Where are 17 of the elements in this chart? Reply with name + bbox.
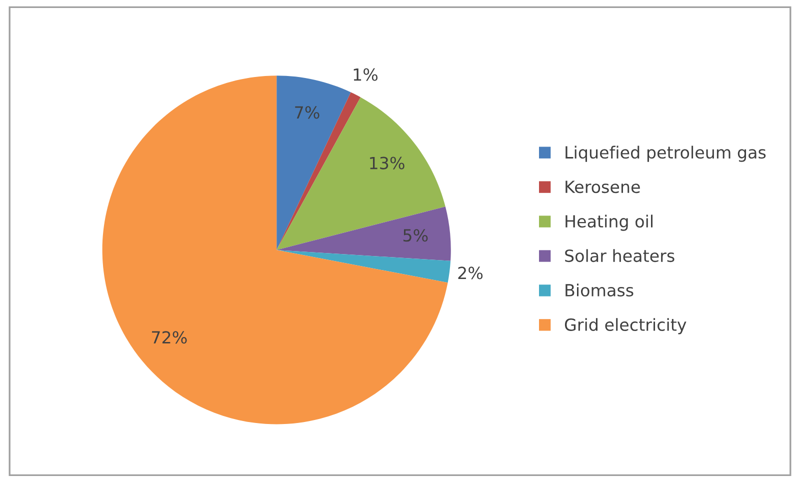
legend-label: Heating oil [566,214,652,231]
pie-slice [276,250,451,283]
data-label: 1% [354,68,378,81]
data-label: 2% [458,266,483,280]
pie-slice [276,206,451,261]
pie-slice [276,76,351,250]
legend-label: Liquefied petroleum gas [566,146,766,162]
data-label: 72% [152,331,187,344]
data-label: 5% [403,229,428,242]
legend-label: Grid electricity [564,318,686,334]
legend-label: Solar heaters [565,249,674,262]
data-label: 7% [295,106,320,119]
pie-slice [276,92,361,250]
legend-label: Biomass [566,284,634,297]
legend-label: Kerosene [566,180,640,194]
pie-slice [276,97,446,250]
data-label: 13% [370,156,404,170]
